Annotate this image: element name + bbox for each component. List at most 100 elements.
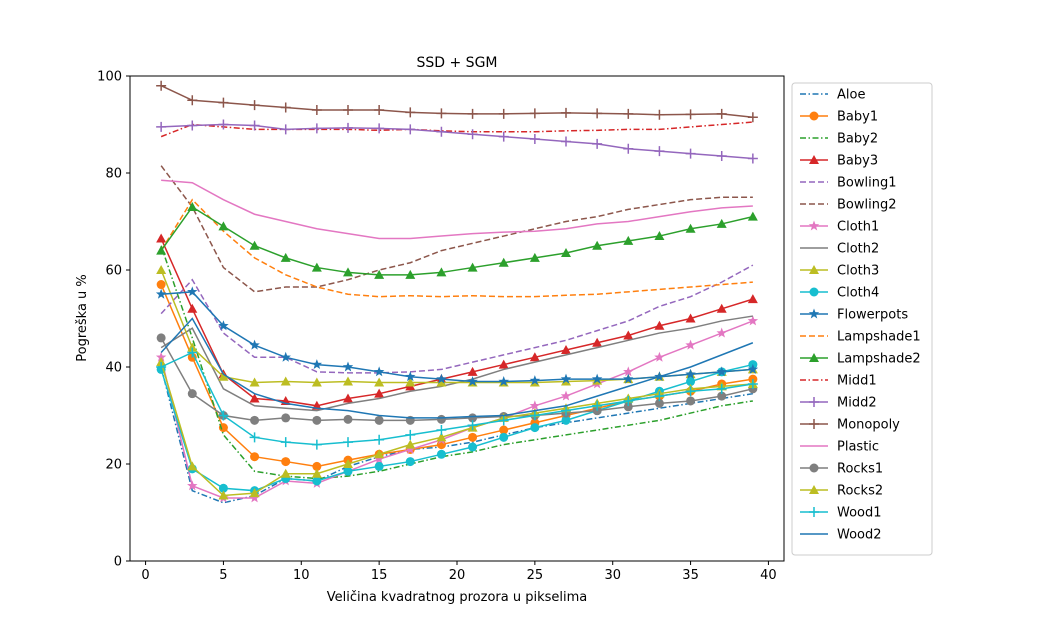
series-line-midd1 (160, 121, 753, 138)
y-tick-label: 80 (105, 167, 122, 182)
data-point (155, 288, 167, 299)
legend-label: Bowling1 (837, 176, 897, 191)
data-point (529, 108, 540, 119)
data-point (249, 339, 260, 350)
data-point (747, 153, 758, 164)
data-point (249, 432, 260, 443)
data-point (156, 280, 166, 290)
data-point (342, 361, 354, 372)
data-point (498, 415, 509, 426)
x-tick-label: 40 (760, 568, 777, 583)
series-line-plastic (161, 179, 753, 240)
data-point (311, 262, 322, 272)
data-point (467, 366, 478, 376)
data-point (343, 267, 353, 277)
legend-entry: Cloth3 (800, 264, 879, 279)
data-point (405, 124, 416, 135)
data-point (716, 383, 727, 394)
data-point (467, 262, 478, 272)
data-point (436, 108, 447, 119)
data-point (374, 415, 384, 425)
legend-label: Cloth2 (837, 242, 879, 257)
x-tick-label: 35 (682, 568, 699, 583)
data-point (591, 373, 603, 384)
data-point (592, 138, 603, 149)
data-point (747, 378, 758, 389)
legend-entry: Baby2 (800, 132, 878, 147)
legend-label: Plastic (837, 440, 879, 455)
data-point (560, 390, 572, 401)
data-point (467, 420, 478, 431)
data-point (218, 119, 229, 130)
data-point (654, 391, 665, 402)
data-point (312, 461, 322, 471)
series-line-baby2 (160, 245, 753, 480)
data-point (529, 352, 540, 362)
legend-label: Cloth4 (837, 286, 879, 301)
data-point (218, 371, 229, 381)
data-point (623, 395, 634, 406)
data-point (155, 351, 167, 362)
x-axis-label: Veličina kvadratnog prozora u pikselima (327, 590, 588, 605)
data-point (499, 432, 509, 442)
data-point (498, 257, 509, 267)
legend-marker (809, 265, 819, 274)
data-point (436, 425, 447, 436)
data-point (187, 201, 198, 211)
data-point (561, 248, 571, 258)
series-line-lampshade2 (160, 205, 754, 276)
legend-label: Cloth1 (837, 220, 879, 235)
data-point (467, 376, 478, 386)
data-point (249, 100, 260, 111)
data-point (529, 375, 541, 386)
data-point (187, 347, 198, 358)
data-point (623, 330, 634, 340)
series-bowling1 (160, 264, 754, 374)
series-bowling2 (160, 165, 753, 293)
data-point (312, 476, 322, 486)
data-point (249, 377, 260, 387)
series-wood1 (156, 347, 758, 450)
data-point (374, 388, 385, 398)
data-point (374, 377, 385, 387)
data-point (561, 345, 571, 355)
data-point (405, 107, 416, 118)
legend-entry: Aloe (800, 88, 865, 103)
data-point (187, 389, 197, 399)
series-midd2 (156, 119, 758, 164)
data-point (280, 468, 291, 478)
data-point (218, 320, 229, 331)
data-point (343, 376, 353, 386)
data-point (374, 269, 385, 279)
data-point (218, 97, 229, 108)
data-point (592, 337, 603, 347)
data-point (343, 122, 353, 133)
data-point (530, 423, 540, 433)
legend-label: Monopoly (837, 418, 900, 433)
data-point (249, 240, 260, 250)
data-point (250, 415, 260, 425)
data-point (623, 366, 634, 377)
data-point (623, 235, 634, 245)
data-point (280, 124, 291, 135)
legend-marker (809, 111, 819, 121)
legend-label: Wood1 (837, 506, 882, 521)
data-point (529, 410, 540, 421)
series-baby2 (160, 245, 753, 480)
data-point (374, 434, 385, 445)
data-point (529, 400, 541, 411)
legend-entry: Cloth2 (800, 242, 879, 257)
data-point (405, 377, 416, 387)
data-point (343, 414, 353, 424)
data-point (717, 391, 727, 401)
series-lampshade2 (156, 201, 758, 279)
data-point (436, 126, 447, 137)
series-plastic (161, 179, 753, 240)
data-point (249, 120, 260, 131)
data-point (686, 377, 696, 387)
legend-entry: Cloth1 (800, 220, 879, 235)
series-line-midd2 (161, 123, 753, 160)
series-monopoly (156, 80, 758, 123)
data-point (654, 109, 665, 120)
